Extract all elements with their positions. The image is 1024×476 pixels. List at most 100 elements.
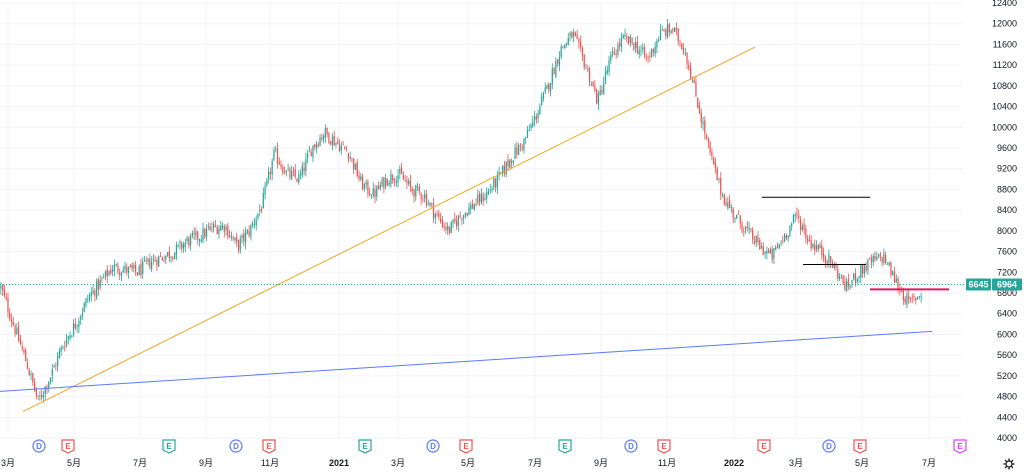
y-tick-label: 5600: [997, 350, 1017, 360]
candle-body: [23, 349, 25, 353]
candle-body: [244, 232, 247, 243]
event-letter: E: [166, 442, 172, 451]
candle-body: [452, 219, 454, 223]
candle-body: [163, 260, 165, 262]
candle-body: [867, 259, 869, 270]
candle-body: [869, 257, 871, 259]
candle-body: [539, 106, 541, 115]
candle-body: [514, 147, 516, 159]
event-marker-dividend[interactable]: D: [32, 439, 46, 453]
candle-body: [133, 265, 135, 269]
dividend-icon: [229, 439, 243, 453]
event-marker-dividend[interactable]: D: [229, 439, 243, 453]
candle-body: [555, 61, 557, 77]
candle-body: [640, 50, 642, 52]
candle-body: [28, 370, 30, 375]
candle-body: [624, 34, 626, 37]
event-marker-earnings-miss[interactable]: E: [757, 439, 771, 454]
event-marker-earnings-beat[interactable]: E: [558, 439, 572, 454]
price-tag-label: 6964: [997, 280, 1017, 290]
candle-body: [268, 171, 270, 180]
event-marker-earnings-upcoming[interactable]: E: [953, 439, 967, 454]
candle-body: [803, 224, 805, 230]
candle-body: [260, 209, 263, 211]
candle-body: [865, 265, 867, 271]
candle-body: [549, 82, 552, 92]
candle-body: [200, 239, 202, 242]
candle-body: [792, 215, 795, 223]
candle-body: [101, 278, 103, 280]
candle-body: [255, 219, 257, 226]
candle-body: [525, 137, 527, 139]
candle-body: [152, 258, 154, 261]
candle-body: [395, 181, 397, 184]
candle-body: [363, 184, 365, 189]
x-tick-label: 7月: [528, 458, 542, 468]
event-marker-earnings-beat[interactable]: E: [162, 439, 176, 454]
candle-body: [145, 260, 147, 262]
candle-body: [333, 136, 335, 146]
candle-body: [129, 265, 131, 267]
price-tag-bg: [966, 278, 991, 291]
y-tick-label: 8400: [997, 205, 1017, 215]
y-axis[interactable]: 12400 12000 11600 11200 10800 10400 10000 9600 9…: [992, 0, 1017, 443]
earnings-icon: [262, 439, 276, 454]
candle-body: [140, 264, 142, 275]
x-tick-label: 2021: [329, 458, 349, 468]
candle-body: [729, 200, 731, 208]
x-axis[interactable]: 3月 5月 7月 9月 11月 2021 3月 5月 7月 9月 11月 2022 3月 5月 7月: [1, 458, 936, 468]
candle-body: [335, 142, 337, 145]
event-marker-earnings-miss[interactable]: E: [262, 439, 276, 454]
drawings[interactable]: [0, 46, 964, 413]
candle-body: [282, 167, 284, 173]
trendline-orange[interactable]: [22, 46, 756, 413]
candle-body: [390, 173, 392, 184]
candle-body: [273, 150, 275, 161]
candle-body: [725, 202, 727, 206]
event-marker-dividend[interactable]: D: [624, 439, 638, 453]
candle-body: [393, 179, 396, 182]
candle-body: [113, 264, 115, 272]
event-marker-dividend[interactable]: D: [822, 439, 836, 453]
y-tick-label: 6000: [997, 329, 1017, 339]
event-marker-earnings-miss[interactable]: E: [853, 439, 867, 454]
event-marker-earnings-beat[interactable]: E: [358, 439, 372, 454]
candle-body: [287, 168, 289, 170]
candle-body: [397, 175, 399, 183]
trendline-blue[interactable]: [0, 330, 933, 392]
candle-body: [810, 240, 812, 249]
candle-body: [0, 285, 2, 289]
event-marker-dividend[interactable]: D: [426, 439, 440, 453]
candle-body: [702, 121, 704, 125]
settings-gear-icon[interactable]: [1003, 458, 1015, 470]
candle-body: [610, 54, 612, 61]
candle-body: [78, 320, 80, 328]
candle-body: [755, 236, 757, 243]
candle-body: [51, 368, 53, 376]
candle-body: [172, 257, 174, 259]
event-marker-earnings-miss[interactable]: E: [459, 439, 473, 454]
candle-body: [748, 227, 750, 230]
candle-body: [181, 243, 183, 249]
candle-body: [202, 228, 204, 241]
candle-body: [340, 145, 342, 151]
candle-body: [611, 51, 614, 53]
candle-body: [819, 244, 821, 249]
candle-body: [530, 124, 532, 128]
candle-body: [518, 145, 520, 156]
candle-body: [253, 223, 256, 225]
candle-body: [344, 146, 346, 150]
candle-body: [161, 257, 163, 260]
candle-body: [659, 29, 662, 41]
y-tick-label: 8800: [997, 184, 1017, 194]
candle-body: [377, 185, 380, 190]
candle-body: [796, 213, 798, 215]
event-marker-earnings-miss[interactable]: E: [61, 439, 75, 454]
candle-body: [374, 189, 376, 198]
candle-body: [551, 68, 553, 85]
event-marker-earnings-miss[interactable]: E: [657, 439, 671, 454]
candle-body: [338, 144, 341, 152]
